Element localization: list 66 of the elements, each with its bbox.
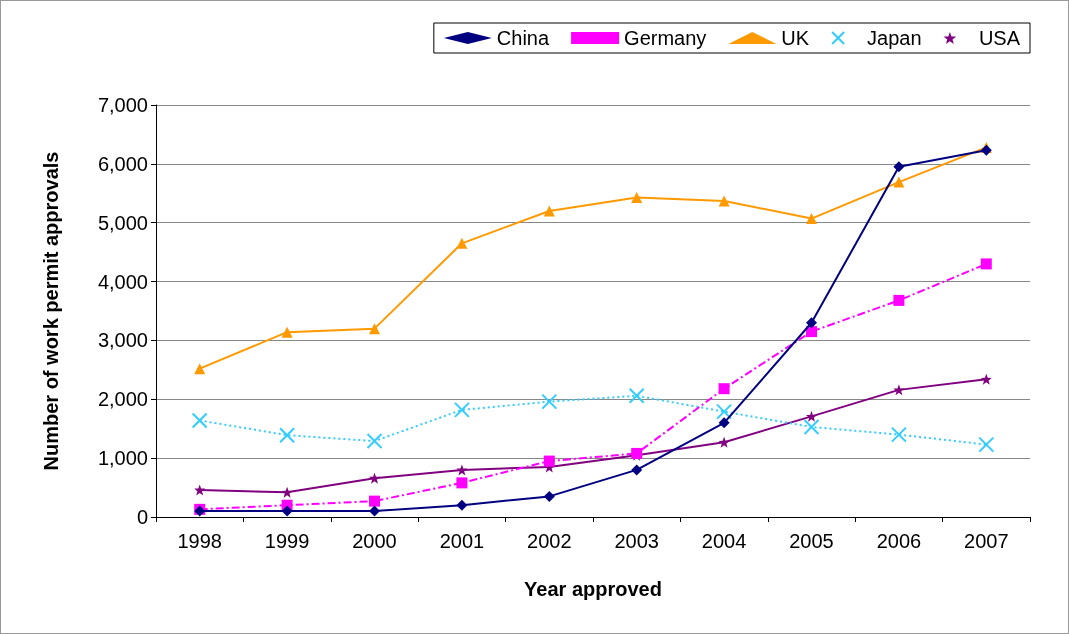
point — [806, 317, 817, 329]
point — [718, 436, 730, 448]
y-tick-label: 3,000 — [97, 329, 148, 352]
point — [980, 258, 992, 270]
point — [718, 195, 730, 207]
point — [893, 384, 905, 396]
point — [369, 505, 380, 517]
legend-label: Germany — [624, 27, 707, 49]
point — [978, 436, 995, 453]
point — [366, 433, 383, 450]
point — [803, 418, 820, 435]
point — [281, 326, 293, 338]
point — [806, 213, 817, 225]
point — [543, 205, 555, 217]
point — [631, 464, 643, 476]
y-tick-label: 0 — [136, 506, 148, 528]
point — [456, 464, 468, 476]
x-tick-label: 2007 — [964, 530, 1009, 552]
x-tick-label: 1999 — [264, 530, 310, 552]
point — [890, 426, 907, 443]
point — [194, 484, 206, 496]
point — [369, 495, 380, 507]
y-axis-title: Number of work permit approvals — [40, 151, 62, 471]
legend-label: UK — [781, 27, 810, 49]
x-tick-label: 2000 — [352, 530, 397, 552]
point — [628, 387, 645, 404]
point — [281, 505, 293, 517]
y-tick-label: 6,000 — [97, 152, 148, 175]
point — [893, 176, 905, 188]
x-axis-title: Year approved — [524, 578, 662, 600]
point — [718, 383, 730, 395]
x-tick-label: 2005 — [789, 530, 834, 552]
point — [369, 472, 380, 484]
point — [456, 237, 468, 249]
x-tick-label: 2006 — [876, 530, 922, 552]
point — [631, 191, 643, 203]
point — [806, 410, 817, 422]
point — [456, 499, 468, 511]
legend-label: Japan — [867, 27, 922, 49]
point — [541, 393, 558, 410]
point — [543, 490, 555, 502]
x-tick-label: 2004 — [701, 530, 747, 552]
y-tick-label: 2,000 — [97, 388, 148, 411]
point — [279, 427, 296, 444]
point — [893, 161, 905, 173]
point — [456, 477, 468, 489]
y-tick-label: 5,000 — [97, 211, 148, 234]
y-tick-label: 4,000 — [97, 270, 148, 293]
point — [191, 412, 208, 429]
x-tick-label: 2001 — [439, 530, 485, 552]
y-tick-label: 7,000 — [97, 94, 148, 116]
x-tick-label: 2002 — [527, 530, 572, 552]
point — [194, 363, 206, 375]
point — [453, 401, 470, 418]
legend-label: USA — [978, 27, 1021, 49]
point — [369, 323, 380, 335]
point — [980, 373, 992, 385]
point — [543, 455, 555, 467]
point — [716, 403, 733, 420]
y-tick-label: 1,000 — [97, 447, 148, 470]
point — [893, 294, 905, 306]
point — [281, 486, 293, 498]
x-tick-label: 2003 — [614, 530, 659, 552]
legend-label: China — [496, 27, 550, 49]
point — [718, 417, 730, 429]
x-tick-label: 1998 — [177, 530, 222, 552]
